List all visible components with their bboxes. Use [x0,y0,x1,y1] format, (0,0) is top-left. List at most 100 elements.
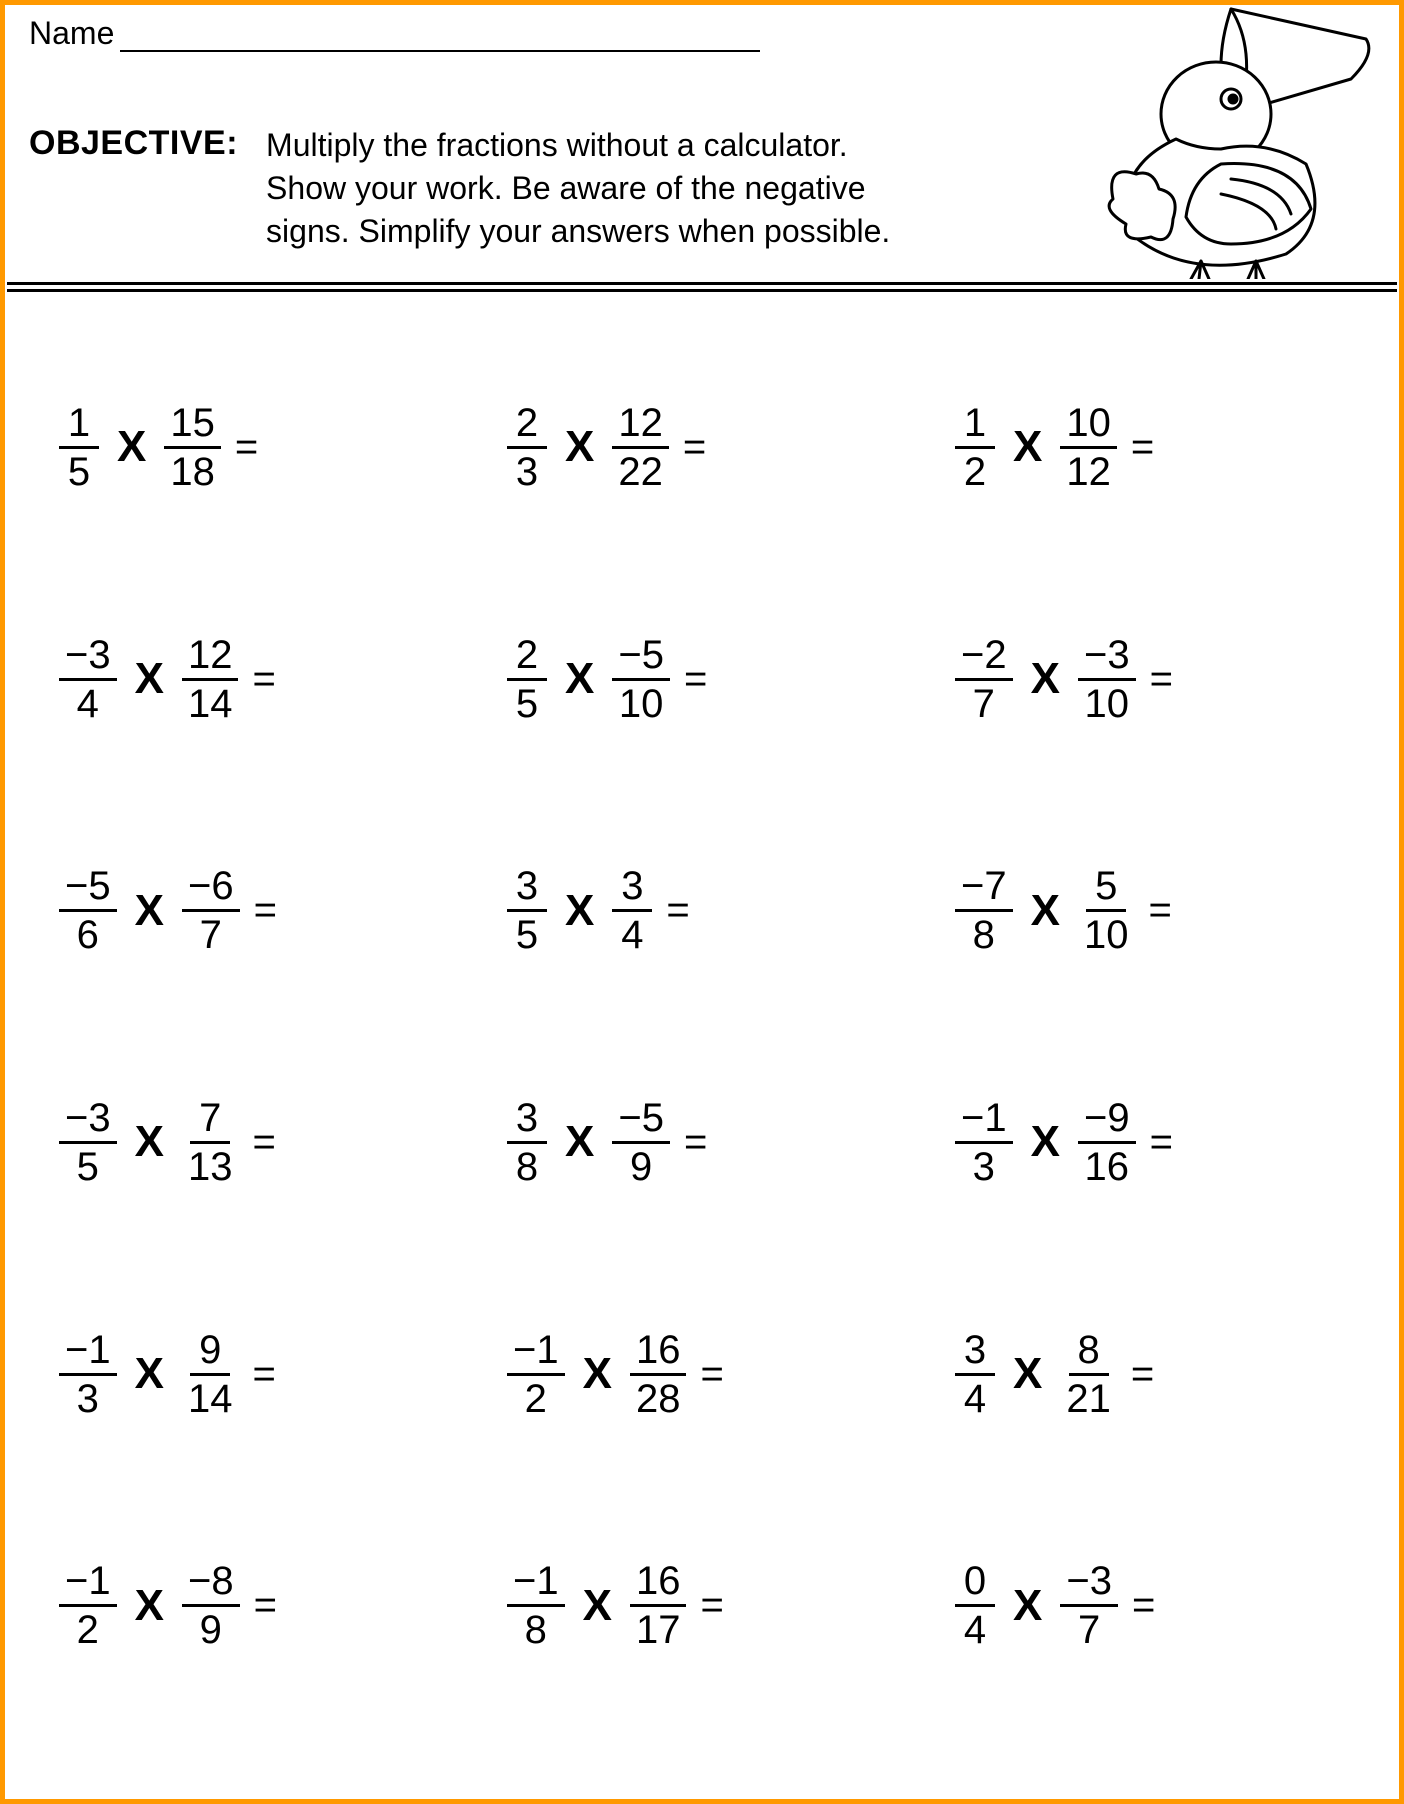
numerator: 12 [612,402,669,449]
denominator: 12 [1060,449,1117,493]
numerator: 3 [507,1097,547,1144]
equals-sign: = [684,657,707,702]
fraction-a: −56 [59,865,117,956]
fraction-b: −510 [612,634,670,725]
equals-sign: = [700,1583,723,1628]
multiply-operator: X [117,422,146,472]
fraction-a: −27 [955,634,1013,725]
problem-15: 34X821= [931,1258,1369,1490]
numerator: −1 [507,1560,565,1607]
denominator: 8 [516,1607,556,1651]
multiply-operator: X [135,886,164,936]
problem-7: −56X−67= [35,795,473,1027]
fraction-a: −78 [955,865,1013,956]
numerator: 3 [507,865,547,912]
problem-12: −13X−916= [931,1027,1369,1259]
fraction-b: 1214 [182,634,239,725]
equals-sign: = [252,657,275,702]
multiply-operator: X [135,654,164,704]
problem-14: −12X1628= [483,1258,921,1490]
denominator: 22 [612,449,669,493]
equals-sign: = [254,888,277,933]
problem-1: 15X1518= [35,332,473,564]
denominator: 5 [68,1144,108,1188]
fraction-b: −916 [1078,1097,1136,1188]
fraction-a: −12 [507,1329,565,1420]
header: Name OBJECTIVE: Multiply the fractions w… [5,5,1399,272]
problem-18: 04X−37= [931,1490,1369,1722]
denominator: 7 [1069,1607,1109,1651]
fraction-a: −18 [507,1560,565,1651]
objective-label: OBJECTIVE: [29,124,238,163]
fraction-b: 1617 [630,1560,687,1651]
equals-sign: = [1150,657,1173,702]
multiply-operator: X [1013,1349,1042,1399]
problem-16: −12X−89= [35,1490,473,1722]
fraction-a: −12 [59,1560,117,1651]
denominator: 4 [955,1607,995,1651]
multiply-operator: X [565,422,594,472]
fraction-a: 04 [955,1560,995,1651]
problem-6: −27X−310= [931,563,1369,795]
multiply-operator: X [1031,654,1060,704]
problem-11: 38X−59= [483,1027,921,1259]
fraction-a: −34 [59,634,117,725]
denominator: 5 [507,681,547,725]
fraction-b: 821 [1060,1329,1117,1420]
equals-sign: = [1132,1583,1155,1628]
fraction-b: −89 [182,1560,240,1651]
equals-sign: = [1150,1120,1173,1165]
denominator: 3 [507,449,547,493]
denominator: 14 [182,1376,239,1420]
fraction-a: 34 [955,1329,995,1420]
numerator: −9 [1078,1097,1136,1144]
numerator: 0 [955,1560,995,1607]
denominator: 4 [68,681,108,725]
problem-3: 12X1012= [931,332,1369,564]
denominator: 17 [630,1607,687,1651]
problem-10: −35X713= [35,1027,473,1259]
fraction-b: 1012 [1060,402,1117,493]
problem-5: 25X −510 = [483,563,921,795]
denominator: 21 [1060,1376,1117,1420]
section-divider [5,282,1399,292]
numerator: −1 [59,1560,117,1607]
denominator: 4 [955,1376,995,1420]
multiply-operator: X [1031,1117,1060,1167]
numerator: 16 [630,1560,687,1607]
numerator: 10 [1060,402,1117,449]
multiply-operator: X [565,886,594,936]
multiply-operator: X [565,654,594,704]
problem-13: −13X914= [35,1258,473,1490]
numerator: 2 [507,402,547,449]
numerator: −3 [59,634,117,681]
denominator: 3 [68,1376,108,1420]
denominator: 6 [68,912,108,956]
denominator: 9 [621,1144,661,1188]
numerator: −1 [507,1329,565,1376]
fraction-b: −37 [1060,1560,1118,1651]
denominator: 7 [964,681,1004,725]
fraction-a: 15 [59,402,99,493]
fraction-a: −35 [59,1097,117,1188]
numerator: 5 [1086,865,1126,912]
numerator: −3 [1078,634,1136,681]
numerator: 2 [507,634,547,681]
multiply-operator: X [135,1117,164,1167]
denominator: 2 [955,449,995,493]
denominator: 10 [1078,912,1135,956]
fraction-a: 12 [955,402,995,493]
denominator: 8 [507,1144,547,1188]
denominator: 3 [964,1144,1004,1188]
multiply-operator: X [1013,1581,1042,1631]
numerator: 3 [955,1329,995,1376]
name-input-line[interactable] [120,24,760,52]
problem-2: 23X1222= [483,332,921,564]
problem-4: −34X1214= [35,563,473,795]
problems-grid: 15X1518=23X1222=12X1012=−34X1214=25X−510… [5,292,1399,1752]
numerator: −7 [955,865,1013,912]
denominator: 18 [164,449,221,493]
numerator: −5 [612,634,670,681]
fraction-b: 34 [612,865,652,956]
problem-17: −18X1617= [483,1490,921,1722]
